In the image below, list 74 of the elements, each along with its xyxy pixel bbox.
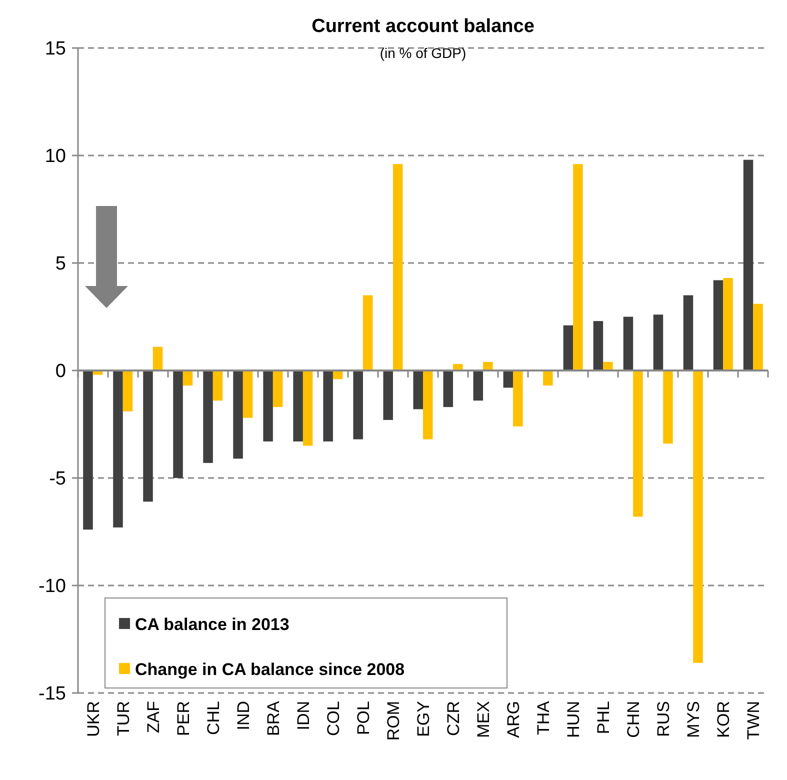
bar — [713, 280, 724, 370]
bar — [503, 370, 514, 388]
x-tick-label: MEX — [474, 701, 493, 738]
bar — [663, 370, 673, 444]
x-tick-label: ROM — [384, 701, 403, 741]
x-tick-label: MYS — [684, 701, 704, 738]
x-tick-label: COL — [324, 701, 343, 736]
bar — [113, 370, 123, 528]
y-tick-label: 5 — [55, 254, 66, 275]
bar — [543, 370, 553, 386]
bar — [413, 370, 423, 410]
x-tick-label: POL — [354, 701, 373, 736]
bar — [473, 370, 484, 401]
bar — [753, 304, 763, 370]
bar — [143, 370, 153, 502]
bar — [563, 325, 574, 370]
x-tick-label: IDN — [294, 701, 313, 730]
y-tick-label: -10 — [38, 576, 66, 598]
bar — [203, 370, 213, 463]
bar — [683, 295, 694, 370]
bar — [593, 321, 604, 370]
bar — [212, 370, 223, 401]
bar — [173, 370, 183, 478]
bar — [743, 160, 754, 370]
bar — [423, 370, 433, 440]
bar — [392, 164, 403, 370]
y-tick-label: 10 — [44, 146, 66, 168]
x-tick-label: PER — [174, 701, 193, 736]
y-tick-label: -15 — [38, 684, 66, 705]
x-tick-label: BRA — [264, 700, 283, 736]
bar — [122, 370, 133, 412]
bar — [83, 370, 93, 530]
bar — [293, 370, 303, 442]
x-tick-label: ZAF — [144, 701, 163, 734]
legend-label: CA balance in 2013 — [135, 614, 290, 634]
bar — [443, 370, 454, 408]
bar — [573, 164, 583, 370]
bar — [263, 370, 273, 442]
bar — [272, 370, 283, 408]
x-tick-label: CHL — [204, 701, 223, 736]
bar — [362, 295, 373, 370]
bar — [323, 370, 333, 442]
chart-title: Current account balance — [312, 16, 534, 37]
bar — [152, 346, 163, 370]
bar — [693, 370, 703, 663]
x-tick-label: IND — [234, 701, 253, 730]
bar — [723, 278, 733, 370]
x-tick-label: HUN — [564, 701, 584, 738]
bar — [182, 370, 193, 386]
x-tick-label: CHN — [624, 701, 644, 738]
bar — [353, 370, 363, 440]
x-tick-label: THA — [534, 700, 553, 735]
bar — [653, 314, 664, 370]
bar — [513, 370, 523, 426]
bar — [623, 316, 634, 370]
x-tick-label: PHL — [594, 701, 614, 734]
bar — [302, 370, 313, 446]
chart-subtitle: (in % of GDP) — [380, 45, 466, 61]
x-tick-label: TUR — [114, 701, 133, 736]
bar — [383, 370, 393, 420]
legend-label: Change in CA balance since 2008 — [135, 660, 405, 679]
y-tick-label: 15 — [44, 38, 66, 60]
x-tick-label: RUS — [654, 701, 674, 737]
bar — [633, 370, 643, 517]
x-tick-label: UKR — [84, 701, 103, 737]
x-tick-label: ARG — [504, 701, 523, 738]
x-tick-label: KOR — [714, 701, 734, 738]
x-tick-label: TWN — [744, 701, 764, 740]
x-tick-label: EGY — [414, 701, 433, 737]
y-tick-label: -5 — [49, 468, 66, 490]
y-tick-label: 0 — [55, 361, 66, 382]
x-tick-label: CZR — [444, 701, 463, 736]
bar — [233, 370, 243, 459]
bar — [242, 370, 253, 418]
